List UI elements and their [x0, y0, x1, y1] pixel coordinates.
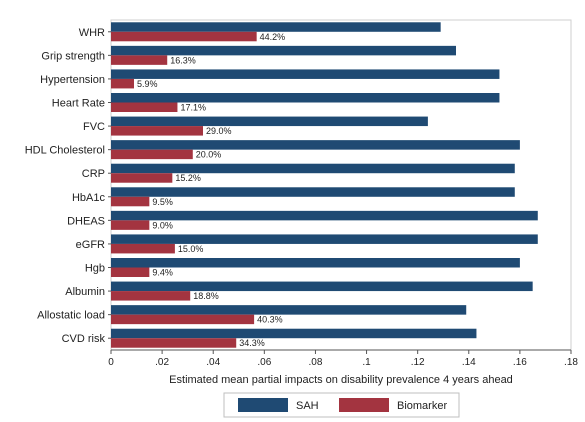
- bar-biomarker-grip-strength: [111, 55, 168, 65]
- data-label-biomarker-hypertension: 5.9%: [137, 79, 158, 89]
- bar-sah-whr: [111, 22, 441, 32]
- data-label-biomarker-fvc: 29.0%: [206, 126, 232, 136]
- data-label-biomarker-egfr: 15.0%: [178, 244, 204, 254]
- legend-label-sah: SAH: [296, 400, 319, 412]
- bar-sah-grip-strength: [111, 45, 456, 56]
- bar-biomarker-hgb: [111, 267, 150, 277]
- bar-biomarker-allostatic-load: [111, 314, 255, 325]
- category-label-hypertension: Hypertension: [40, 74, 105, 86]
- category-label-crp: CRP: [82, 168, 105, 180]
- data-label-biomarker-albumin: 18.8%: [193, 291, 219, 301]
- legend-label-biomarker: Biomarker: [397, 400, 447, 412]
- bars-group: 44.2% 16.3% 5.9% 17.1% 29.0% 20.0% 15.2% 9.5% 9.…: [111, 22, 538, 348]
- bar-sah-albumin: [111, 281, 533, 292]
- x-tick-label: .18: [564, 357, 578, 368]
- x-axis-title: Estimated mean partial impacts on disabi…: [169, 374, 513, 386]
- category-label-egfr: eGFR: [76, 239, 105, 251]
- category-label-heart-rate: Heart Rate: [52, 98, 105, 110]
- bar-sah-cvd-risk: [111, 328, 477, 339]
- bar-biomarker-albumin: [111, 291, 191, 301]
- bar-biomarker-heart-rate: [111, 102, 178, 112]
- bar-biomarker-fvc: [111, 126, 203, 136]
- bar-biomarker-hba1c: [111, 196, 150, 207]
- bar-biomarker-cvd-risk: [111, 338, 237, 348]
- x-tick-label: .12: [411, 357, 425, 368]
- legend-swatch-biomarker: [339, 398, 389, 412]
- bar-sah-heart-rate: [111, 93, 500, 103]
- bar-biomarker-hdl-cholesterol: [111, 149, 193, 160]
- bar-sah-egfr: [111, 234, 538, 244]
- bar-sah-dheas: [111, 210, 538, 221]
- x-tick-label: .14: [462, 357, 476, 368]
- category-label-hgb: Hgb: [85, 263, 105, 275]
- x-tick-label: .1: [362, 357, 371, 368]
- bar-sah-hba1c: [111, 187, 515, 197]
- bar-biomarker-crp: [111, 173, 173, 183]
- legend: SAH Biomarker: [223, 392, 460, 418]
- bar-biomarker-dheas: [111, 220, 150, 230]
- bar-sah-allostatic-load: [111, 305, 467, 315]
- bar-sah-hypertension: [111, 69, 500, 79]
- x-tick-label: .08: [308, 357, 322, 368]
- category-label-hdl-cholesterol: HDL Cholesterol: [25, 145, 105, 157]
- category-label-whr: WHR: [79, 27, 105, 39]
- category-label-albumin: Albumin: [65, 286, 105, 298]
- data-label-biomarker-crp: 15.2%: [175, 173, 201, 183]
- bar-biomarker-egfr: [111, 243, 175, 254]
- x-tick-label: .16: [513, 357, 527, 368]
- data-label-biomarker-hdl-cholesterol: 20.0%: [196, 150, 222, 160]
- x-tick-label: .06: [257, 357, 271, 368]
- bar-sah-hdl-cholesterol: [111, 140, 520, 150]
- bar-biomarker-hypertension: [111, 78, 134, 89]
- data-label-biomarker-whr: 44.2%: [260, 32, 286, 42]
- category-label-grip-strength: Grip strength: [41, 50, 105, 62]
- data-label-biomarker-heart-rate: 17.1%: [180, 103, 206, 113]
- category-label-cvd-risk: CVD risk: [62, 333, 106, 345]
- category-label-dheas: DHEAS: [67, 215, 105, 227]
- data-label-biomarker-hba1c: 9.5%: [152, 197, 173, 207]
- data-label-biomarker-hgb: 9.4%: [152, 268, 173, 278]
- legend-swatch-sah: [238, 398, 288, 412]
- data-label-biomarker-grip-strength: 16.3%: [170, 55, 196, 65]
- bar-sah-crp: [111, 163, 515, 174]
- category-label-allostatic-load: Allostatic load: [37, 310, 105, 322]
- bar-biomarker-whr: [111, 31, 257, 42]
- x-tick-label: .04: [206, 357, 220, 368]
- category-labels: WHR Grip strength Hypertension Heart Rate FV…: [25, 27, 111, 345]
- category-label-hba1c: HbA1c: [72, 192, 106, 204]
- x-tick-label: .02: [155, 357, 169, 368]
- data-label-biomarker-dheas: 9.0%: [152, 220, 173, 230]
- bar-sah-fvc: [111, 116, 428, 127]
- x-tick-label: 0: [108, 357, 114, 368]
- data-label-biomarker-cvd-risk: 34.3%: [239, 338, 265, 348]
- category-label-fvc: FVC: [83, 121, 105, 133]
- bar-sah-hgb: [111, 258, 520, 268]
- data-label-biomarker-allostatic-load: 40.3%: [257, 315, 283, 325]
- x-axis-ticks: 0 .02 .04 .06 .08 .1 .12 .14 .16 .18: [108, 350, 578, 368]
